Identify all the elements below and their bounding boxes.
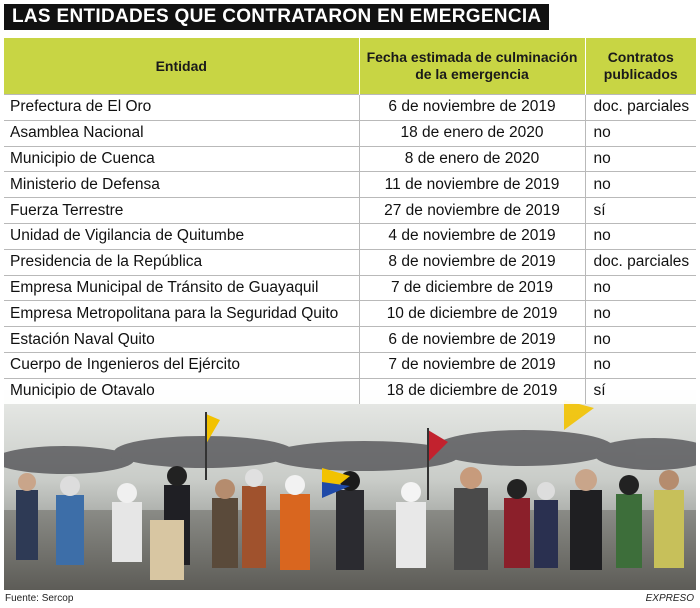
cell-fecha: 11 de noviembre de 2019 [358, 171, 585, 198]
cell-entidad: Fuerza Terrestre [4, 197, 359, 224]
entities-table: Entidad Fecha estimada de culminación de… [4, 38, 696, 404]
cell-fecha: 8 de noviembre de 2019 [358, 248, 585, 276]
table-row: Asamblea Nacional 18 de enero de 2020 no [4, 119, 696, 147]
table-row: Fuerza Terrestre 27 de noviembre de 2019 s… [4, 197, 696, 224]
table-row: Cuerpo de Ingenieros del Ejército 7 de no… [4, 351, 696, 379]
cell-contratos: no [584, 326, 696, 353]
table-row: Prefectura de El Oro 6 de noviembre de 20… [4, 94, 696, 121]
cell-fecha: 10 de diciembre de 2019 [358, 300, 585, 327]
cell-fecha: 8 de enero de 2020 [358, 145, 585, 172]
table-row: Empresa Metropolitana para la Seguridad … [4, 300, 696, 327]
cell-fecha: 18 de diciembre de 2019 [358, 377, 585, 404]
table-row: Estación Naval Quito 6 de noviembre de 20… [4, 326, 696, 353]
footer: Fuente: Sercop EXPRESO [0, 592, 700, 608]
table-row: Municipio de Otavalo 18 de diciembre de 2… [4, 377, 696, 404]
entities-table-wrap: Entidad Fecha estimada de culminación de… [4, 38, 696, 404]
cell-fecha: 7 de noviembre de 2019 [358, 351, 585, 379]
cell-contratos: no [584, 274, 696, 301]
cell-entidad: Prefectura de El Oro [4, 94, 359, 121]
cell-entidad: Empresa Metropolitana para la Seguridad … [4, 300, 359, 327]
cell-contratos: no [584, 145, 696, 172]
source-credit: Fuente: Sercop [5, 593, 74, 604]
header-fecha: Fecha estimada de culminación de la emer… [358, 38, 585, 95]
cell-contratos: sí [584, 377, 696, 404]
header-entidad: Entidad [4, 38, 359, 95]
page-title: LAS ENTIDADES QUE CONTRATARON EN EMERGEN… [4, 4, 550, 30]
header-contratos: Contratos publicados [584, 38, 696, 95]
title-bar: LAS ENTIDADES QUE CONTRATARON EN EMERGEN… [0, 0, 700, 34]
table-row: Presidencia de la República 8 de noviembr… [4, 248, 696, 276]
table-row: Ministerio de Defensa 11 de noviembre de … [4, 171, 696, 198]
cell-entidad: Empresa Municipal de Tránsito de Guayaqu… [4, 274, 359, 301]
table-row: Municipio de Cuenca 8 de enero de 2020 no [4, 145, 696, 172]
cell-fecha: 27 de noviembre de 2019 [358, 197, 585, 224]
cell-entidad: Asamblea Nacional [4, 119, 359, 147]
cell-entidad: Unidad de Vigilancia de Quitumbe [4, 222, 359, 250]
cell-contratos: no [584, 351, 696, 379]
cell-entidad: Municipio de Otavalo [4, 377, 359, 404]
cell-entidad: Ministerio de Defensa [4, 171, 359, 198]
publisher-credit: EXPRESO [645, 593, 694, 604]
crowd-photo [4, 390, 696, 590]
cell-contratos: no [584, 171, 696, 198]
cell-entidad: Presidencia de la República [4, 248, 359, 276]
cell-contratos: doc. parciales [584, 248, 696, 276]
cell-fecha: 18 de enero de 2020 [358, 119, 585, 147]
table-row: Empresa Municipal de Tránsito de Guayaqu… [4, 274, 696, 301]
cell-fecha: 6 de noviembre de 2019 [358, 326, 585, 353]
cell-fecha: 7 de diciembre de 2019 [358, 274, 585, 301]
cell-contratos: doc. parciales [584, 94, 696, 121]
cell-fecha: 6 de noviembre de 2019 [358, 94, 585, 121]
cell-entidad: Estación Naval Quito [4, 326, 359, 353]
cell-entidad: Cuerpo de Ingenieros del Ejército [4, 351, 359, 379]
cell-contratos: no [584, 300, 696, 327]
cell-contratos: no [584, 222, 696, 250]
cell-contratos: no [584, 119, 696, 147]
cell-fecha: 4 de noviembre de 2019 [358, 222, 585, 250]
cell-entidad: Municipio de Cuenca [4, 145, 359, 172]
table-row: Unidad de Vigilancia de Quitumbe 4 de nov… [4, 222, 696, 250]
cell-contratos: sí [584, 197, 696, 224]
crowd-photo-image [4, 390, 696, 590]
table-header-row: Entidad Fecha estimada de culminación de… [4, 38, 696, 95]
